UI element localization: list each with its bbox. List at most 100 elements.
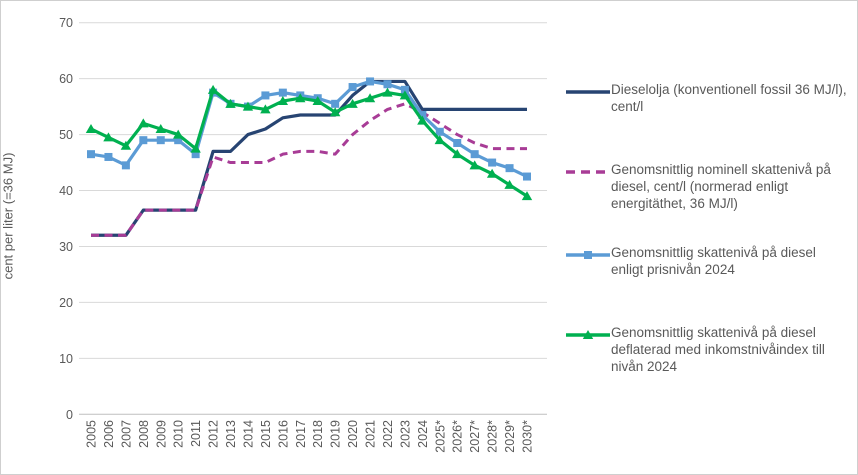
x-tick-label: 2012 — [207, 420, 221, 448]
legend-label: Genomsnittlig nominell skattenivå på die… — [611, 162, 831, 211]
x-tick-label: 2005 — [85, 420, 99, 448]
x-tick-label: 2009 — [154, 420, 168, 448]
series-marker-square — [400, 85, 409, 94]
x-tick-label: 2007 — [119, 420, 133, 448]
x-tick-label: 2028* — [486, 420, 500, 453]
series-marker-triangle — [242, 101, 254, 111]
series-marker-square — [418, 111, 427, 120]
legend-sample-square — [566, 251, 610, 259]
x-tick-label: 2006 — [102, 420, 116, 448]
series-marker-triangle — [103, 132, 114, 142]
series-marker-square — [383, 80, 392, 89]
series-2 — [87, 77, 531, 181]
legend-marker-square — [584, 251, 592, 259]
series-3 — [85, 84, 533, 201]
series-marker-triangle — [312, 96, 323, 106]
legend-marker-triangle — [582, 330, 594, 339]
series-marker-square — [87, 150, 95, 159]
series-marker-triangle — [277, 96, 289, 106]
series-1 — [91, 102, 527, 237]
y-tick-label: 40 — [59, 184, 73, 198]
x-tick-label: 2010 — [172, 420, 186, 448]
y-axis-title-text: cent per liter (=36 MJ) — [0, 152, 16, 280]
series-marker-triangle — [486, 168, 498, 178]
series-marker-square — [505, 164, 514, 173]
series-marker-triangle — [120, 140, 132, 150]
series-marker-square — [139, 136, 148, 145]
series-marker-triangle — [521, 191, 533, 201]
series-marker-square — [121, 161, 130, 170]
series-marker-square — [191, 150, 200, 159]
series-marker-square — [488, 158, 497, 167]
series-marker-square — [366, 77, 375, 86]
series-marker-triangle — [382, 87, 393, 97]
x-tick-label: 2026* — [451, 420, 465, 453]
x-tick-label: 2008 — [137, 420, 151, 448]
series-marker-square — [174, 136, 183, 145]
legend-label: Dieselolja (konventionell fossil 36 MJ/l… — [611, 82, 847, 114]
chart-plot-area: cent per liter (=36 MJ) 0 10 20 30 40 50 60 70 2… — [1, 1, 561, 474]
series-marker-triangle — [260, 104, 271, 114]
series-marker-triangle — [207, 84, 219, 94]
series-marker-square — [156, 136, 165, 145]
series-marker-triangle — [504, 179, 515, 189]
y-tick-label: 10 — [59, 352, 73, 366]
series-marker-square — [470, 150, 479, 159]
x-tick-label: 2013 — [224, 420, 238, 448]
legend-sample-dashed — [566, 170, 610, 174]
series-marker-triangle — [190, 143, 201, 153]
y-tick-label: 70 — [59, 16, 73, 30]
series-marker-triangle — [417, 115, 428, 125]
chart-legend: Dieselolja (konventionell fossil 36 MJ/l… — [561, 1, 857, 474]
series-marker-triangle — [329, 107, 341, 117]
series-marker-triangle — [364, 93, 376, 103]
series-marker-square — [348, 83, 357, 92]
series-line — [91, 102, 527, 237]
legend-label: Genomsnittlig skattenivå på diesel defla… — [611, 325, 825, 374]
x-tick-label: 2016 — [276, 420, 290, 448]
series-marker-triangle — [85, 123, 97, 133]
x-tick-label: 2014 — [241, 420, 255, 448]
x-tick-label: 2011 — [189, 420, 203, 447]
series-marker-square — [453, 138, 462, 147]
series-marker-triangle — [295, 93, 306, 103]
x-tick-label: 2017 — [294, 420, 308, 448]
series-marker-square — [104, 152, 113, 161]
series-marker-square — [435, 127, 444, 136]
series-marker-square — [261, 91, 270, 100]
series-marker-square — [331, 99, 340, 108]
y-tick-label: 0 — [66, 408, 73, 422]
legend-label: Genomsnittlig skattenivå på diesel enlig… — [611, 245, 816, 277]
x-tick-label: 2019 — [329, 420, 343, 448]
series-marker-triangle — [434, 135, 445, 145]
legend-item-2: Genomsnittlig skattenivå på diesel enlig… — [565, 244, 849, 278]
x-tick-label: 2025* — [433, 420, 447, 453]
x-tick-label: 2020 — [346, 420, 360, 448]
y-tick-label: 60 — [59, 72, 73, 86]
y-tick-label: 20 — [59, 296, 73, 310]
y-tick-label: 50 — [59, 128, 73, 142]
x-tick-label: 2027* — [468, 420, 482, 453]
x-tick-label: 2024 — [416, 420, 430, 448]
series-marker-square — [278, 88, 287, 97]
x-tick-label: 2015 — [259, 420, 273, 448]
x-tick-label: 2021 — [364, 420, 378, 448]
legend-sample-solid — [566, 90, 610, 94]
series-marker-triangle — [173, 129, 184, 139]
legend-item-1: Genomsnittlig nominell skattenivå på die… — [565, 161, 849, 212]
x-tick-label: 2029* — [503, 420, 517, 453]
series-marker-triangle — [225, 98, 236, 108]
x-tick-label: 2018 — [311, 420, 325, 448]
y-tick-label: 30 — [59, 240, 73, 254]
series-line — [90, 88, 528, 198]
legend-item-0: Dieselolja (konventionell fossil 36 MJ/l… — [565, 81, 849, 115]
legend-item-3: Genomsnittlig skattenivå på diesel defla… — [565, 324, 849, 375]
x-tick-label: 2030* — [521, 420, 535, 453]
series-marker-triangle — [452, 149, 463, 159]
series-marker-triangle — [138, 118, 149, 128]
series-marker-triangle — [347, 98, 358, 108]
legend-sample-triangle — [566, 330, 610, 339]
series-marker-triangle — [469, 160, 480, 170]
